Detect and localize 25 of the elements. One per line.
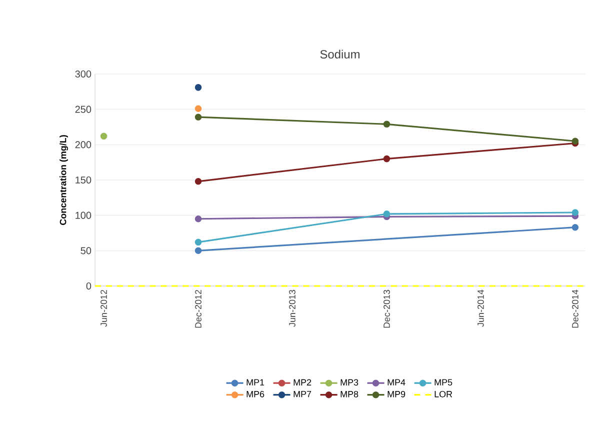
legend-label: MP8 <box>340 390 358 398</box>
x-tick-label: Dec-2012 <box>195 290 202 328</box>
y-axis-title: Concentration (mg/L) <box>60 135 68 225</box>
legend-label: MP6 <box>246 390 264 398</box>
legend-label: MP7 <box>294 391 312 398</box>
x-tick-label: Dec-2013 <box>384 290 390 328</box>
y-tick-label: 250 <box>75 106 92 113</box>
legend-label: MP3 <box>340 379 358 386</box>
chart-title: Sodium <box>320 50 360 59</box>
legend-label: MP2 <box>294 379 312 386</box>
legend-label: MP9 <box>388 390 406 398</box>
y-tick-label: 50 <box>80 247 92 254</box>
legend-label: LOR <box>434 390 452 398</box>
x-tick-label: Jun-2013 <box>289 290 296 327</box>
x-tick-label: Dec-2014 <box>572 290 578 328</box>
legend-label: MP1 <box>246 379 264 386</box>
y-tick-label: 150 <box>76 176 92 184</box>
legend-label: MP5 <box>434 379 452 386</box>
y-tick-label: 0 <box>86 282 92 290</box>
x-tick-label: Jun-2014 <box>478 290 484 327</box>
x-tick-label: Jun-2012 <box>100 290 107 327</box>
y-tick-label: 300 <box>75 70 92 78</box>
y-tick-label: 100 <box>76 212 92 219</box>
legend-label: MP4 <box>388 379 406 386</box>
y-tick-label: 200 <box>75 141 92 148</box>
